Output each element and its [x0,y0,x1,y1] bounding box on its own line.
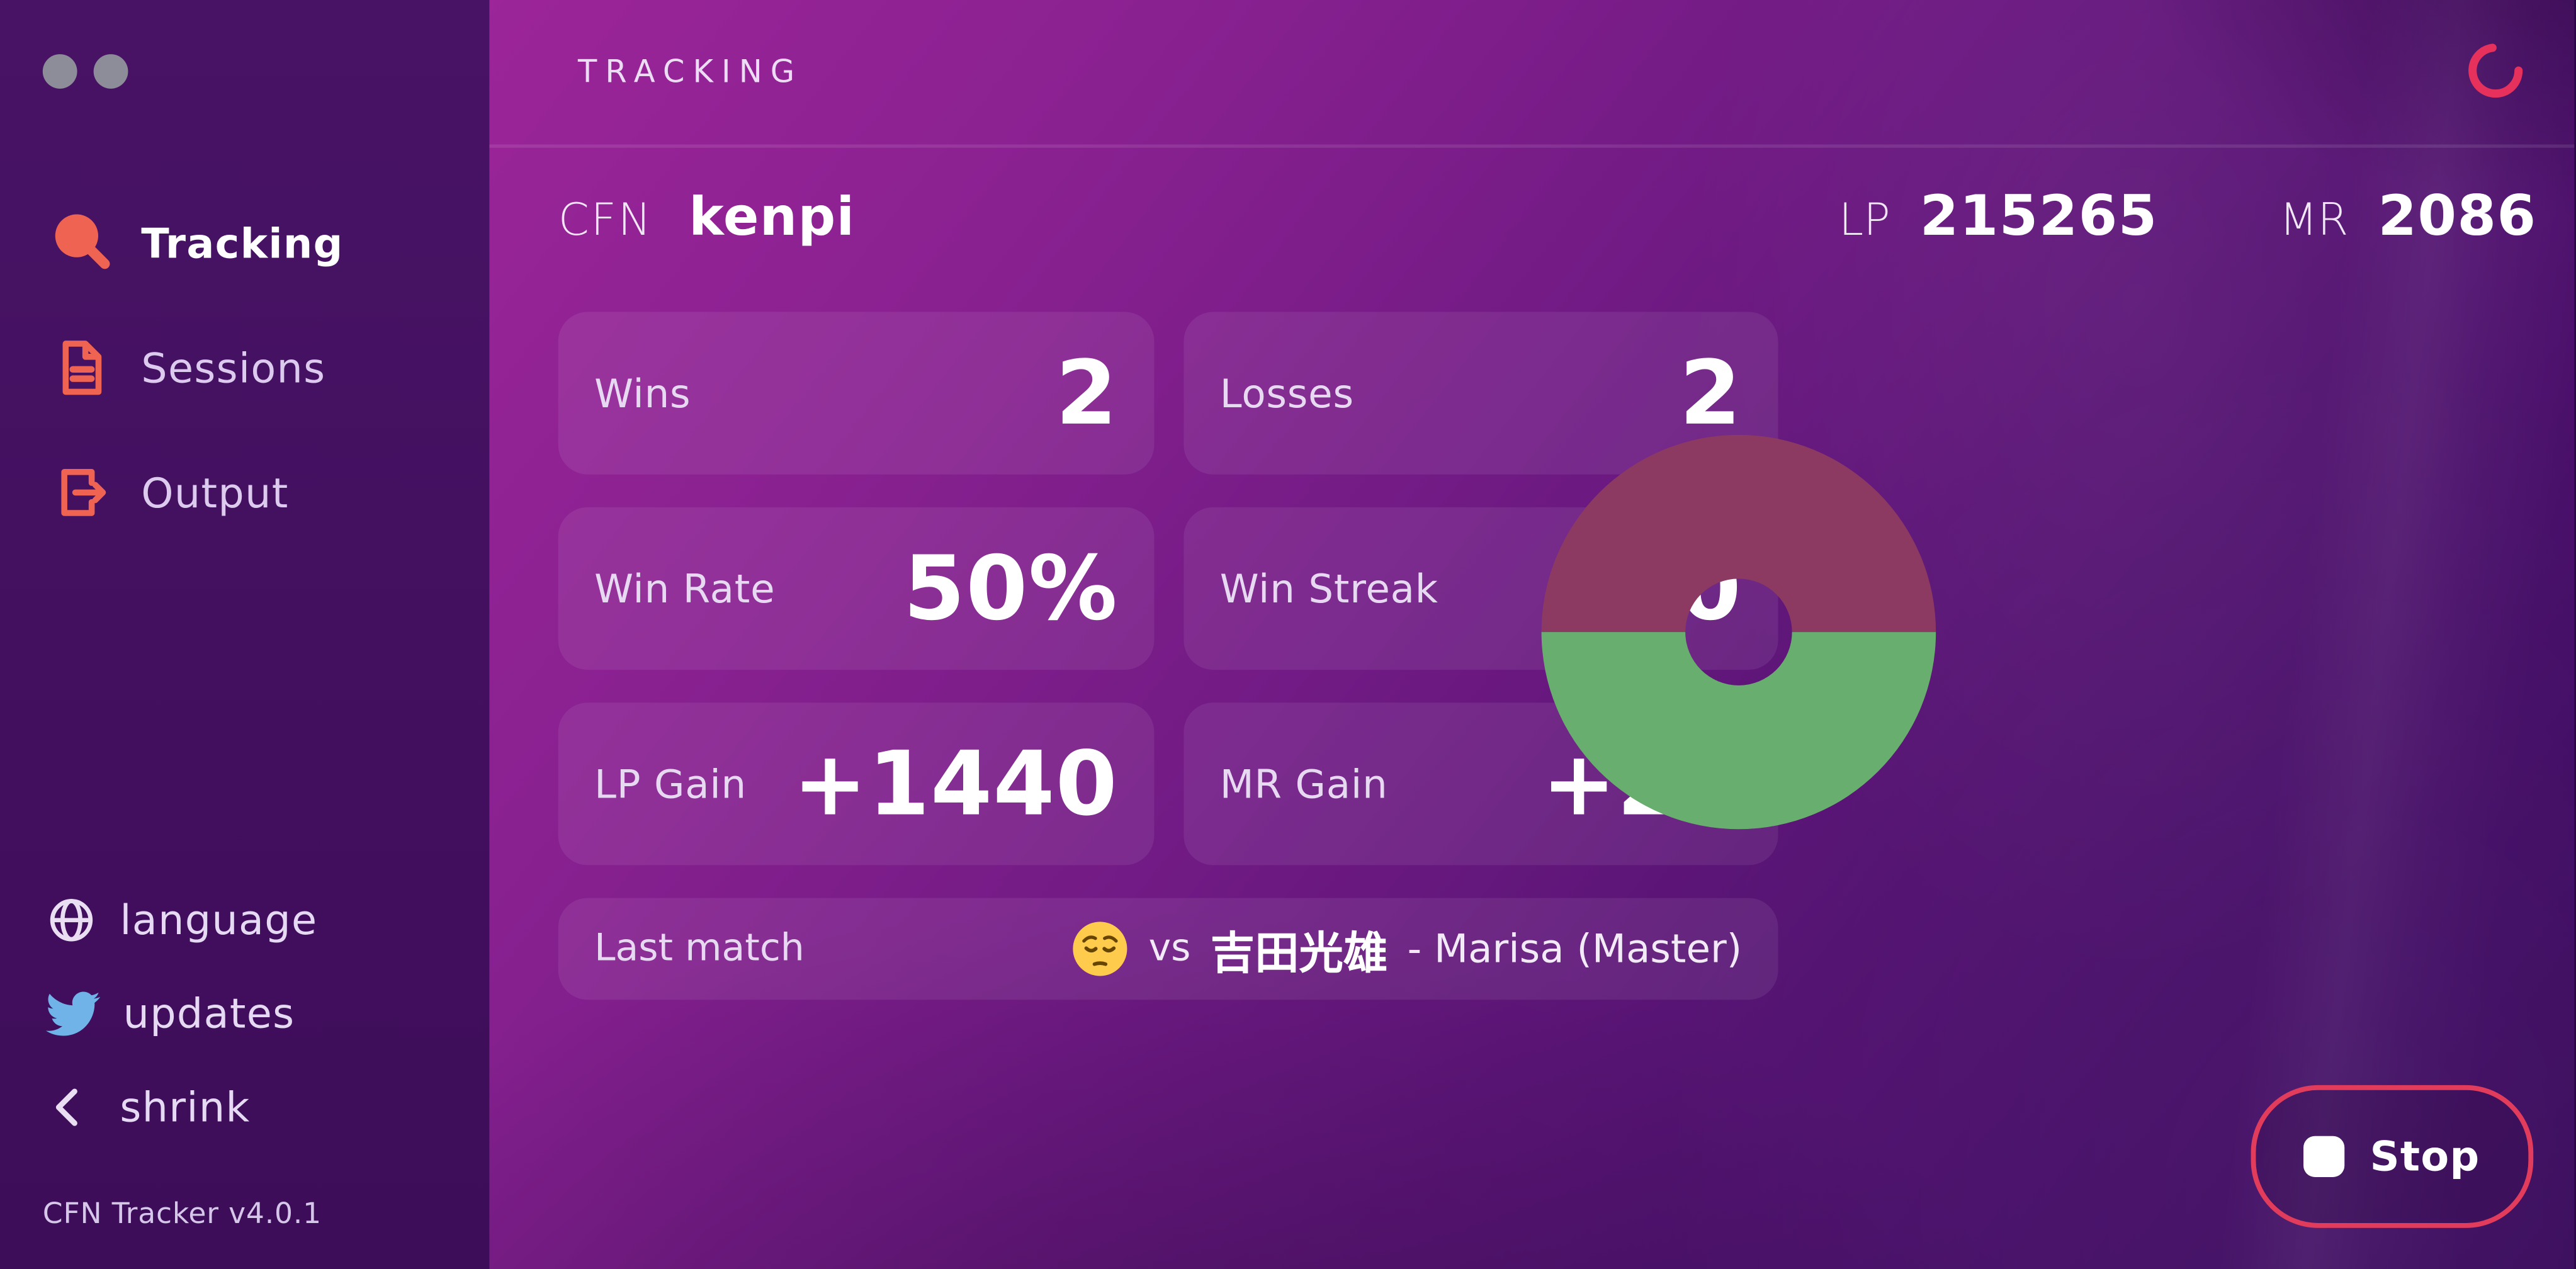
stat-label: Losses [1219,370,1354,417]
stat-value: +1440 [793,732,1119,836]
player-name: kenpi [689,185,856,248]
app-version: CFN Tracker v4.0.1 [42,1198,322,1232]
stat-value: 2 [1055,341,1119,445]
sidebar: Tracking Sessions Output [0,0,490,1269]
sidebar-item-label: Output [141,468,289,517]
main-panel: TRACKING CFN kenpi LP 215265 MR 2086 Win… [489,0,2575,1269]
window-controls [42,54,128,89]
player-summary: CFN kenpi LP 215265 MR 2086 [558,184,2537,249]
stat-card-wins: Wins 2 [558,312,1155,475]
cfn-label: CFN [558,195,653,247]
window-control-dot[interactable] [42,54,77,89]
stat-value: 50% [903,536,1119,641]
stat-label: LP Gain [594,760,747,807]
stat-label: Wins [594,370,691,417]
page-title: TRACKING [578,54,803,91]
sidebar-item-label: shrink [120,1082,251,1131]
sidebar-item-label: language [120,895,318,944]
last-match-result: vs 吉田光雄 - Marisa (Master) [1070,917,1742,981]
stat-value: 2 [1679,341,1743,445]
stat-card-lp-gain: LP Gain +1440 [558,702,1155,866]
sidebar-item-language[interactable]: language [0,883,489,956]
opponent-character-rank: - Marisa (Master) [1407,925,1743,972]
rank-summary: LP 215265 MR 2086 [1839,184,2536,249]
magnifier-icon [55,214,110,269]
sidebar-item-output[interactable]: Output [0,446,489,538]
win-loss-donut-chart [1541,434,1936,830]
mr-value: 2086 [2378,184,2537,250]
page-header: TRACKING [489,0,2575,148]
last-match-label: Last match [594,927,805,971]
last-match-card: Last match vs 吉田光雄 - Marisa (Master) [558,898,1778,1000]
chevron-left-icon [55,1088,77,1125]
export-icon [61,469,106,516]
sidebar-nav: Tracking Sessions Output [0,197,489,538]
donut-wins-slice [1541,632,1936,830]
sidebar-item-label: updates [123,989,295,1037]
stop-button[interactable]: Stop [2251,1085,2534,1228]
sidebar-item-shrink[interactable]: shrink [0,1070,489,1142]
globe-icon [50,898,93,941]
stop-button-label: Stop [2370,1132,2480,1181]
sidebar-footer-nav: language updates shrink [0,883,489,1142]
sidebar-item-tracking[interactable]: Tracking [0,197,489,289]
sidebar-item-updates[interactable]: updates [0,977,489,1049]
stop-square-icon [2304,1136,2346,1177]
stat-label: Win Streak [1219,565,1438,612]
sidebar-item-label: Sessions [141,344,326,392]
lp-label: LP [1839,195,1890,247]
stat-card-win-rate: Win Rate 50% [558,507,1155,670]
window-control-dot[interactable] [93,54,128,89]
mr-label: MR [2279,195,2349,247]
stat-label: Win Rate [594,565,776,612]
pensive-face-emoji-icon [1072,922,1127,976]
vs-label: vs [1148,927,1191,971]
sidebar-item-sessions[interactable]: Sessions [0,322,489,414]
loading-spinner-icon [2468,43,2523,98]
lp-value: 215265 [1919,184,2158,250]
sidebar-item-label: Tracking [141,219,344,267]
document-icon [62,341,102,395]
opponent-name: 吉田光雄 [1210,928,1388,979]
twitter-icon [46,991,101,1035]
donut-losses-slice [1541,434,1936,633]
stat-label: MR Gain [1219,760,1388,807]
